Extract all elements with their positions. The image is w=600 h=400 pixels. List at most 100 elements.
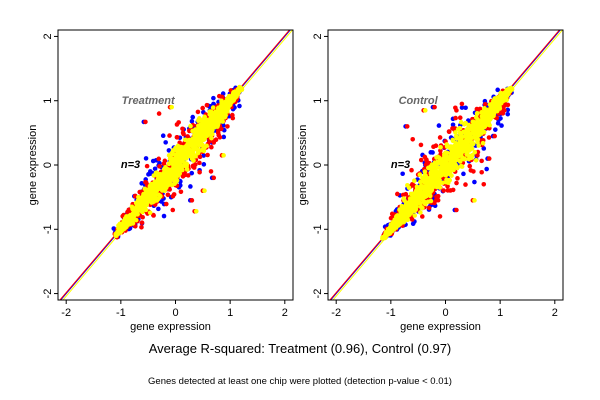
data-point	[113, 232, 119, 238]
data-point	[221, 134, 227, 140]
data-point	[479, 169, 484, 175]
x-axis-label: gene expression	[400, 321, 481, 333]
data-point	[432, 104, 437, 110]
data-point	[412, 191, 418, 197]
rsquared-caption: Average R-squared: Treatment (0.96), Con…	[148, 341, 452, 356]
data-point	[479, 158, 484, 164]
data-point	[450, 187, 456, 193]
data-point	[406, 206, 412, 212]
data-point	[121, 222, 126, 227]
data-point	[167, 133, 172, 138]
data-point	[144, 202, 150, 207]
data-point	[143, 119, 148, 125]
data-point	[165, 192, 171, 198]
data-point	[446, 129, 452, 135]
data-point	[503, 102, 508, 107]
data-point	[424, 158, 429, 164]
data-point	[441, 188, 446, 193]
data-point	[454, 108, 459, 113]
data-point	[125, 222, 130, 228]
data-point	[446, 180, 451, 186]
data-point	[474, 106, 480, 112]
data-point	[230, 112, 235, 118]
data-point	[156, 156, 162, 162]
data-point	[200, 105, 205, 111]
data-point	[180, 174, 186, 179]
data-point	[143, 180, 149, 186]
data-point	[426, 165, 431, 171]
data-point	[166, 153, 172, 158]
data-point	[457, 115, 463, 120]
data-point	[454, 207, 459, 213]
data-point	[456, 141, 461, 146]
data-point	[431, 172, 437, 178]
data-point	[216, 93, 222, 99]
data-point	[481, 146, 487, 151]
data-point	[481, 181, 487, 187]
data-point	[161, 161, 167, 167]
data-point	[397, 213, 403, 219]
data-point	[458, 148, 464, 154]
data-point	[149, 195, 155, 201]
data-point	[171, 192, 177, 197]
data-point	[194, 139, 200, 144]
data-point	[209, 135, 214, 141]
data-point	[453, 130, 458, 135]
data-point	[458, 163, 464, 169]
data-point	[152, 185, 158, 190]
data-point	[156, 111, 162, 116]
data-point	[174, 135, 180, 140]
data-point	[475, 137, 481, 142]
data-point	[429, 187, 435, 193]
data-point	[465, 141, 470, 146]
data-point	[454, 180, 459, 186]
data-point	[167, 181, 173, 187]
data-point	[149, 181, 154, 187]
data-point	[444, 150, 450, 156]
data-point	[184, 167, 190, 172]
data-point	[190, 128, 195, 134]
data-point	[450, 148, 456, 154]
data-point	[165, 167, 170, 172]
data-point	[195, 150, 201, 156]
data-point	[494, 108, 500, 114]
data-point	[436, 123, 442, 128]
y-tick-label: -1	[312, 224, 324, 234]
data-point	[150, 158, 156, 164]
data-point	[401, 196, 407, 201]
data-point	[418, 210, 423, 215]
data-point	[459, 105, 465, 110]
data-point	[208, 169, 214, 174]
data-point	[434, 194, 439, 200]
data-point	[493, 127, 498, 132]
data-point	[413, 198, 419, 204]
data-point	[418, 179, 423, 185]
data-point	[460, 155, 465, 161]
data-point	[195, 109, 201, 115]
data-point	[135, 208, 141, 214]
data-point	[225, 124, 230, 129]
data-point	[464, 145, 469, 151]
data-point	[189, 118, 195, 124]
detection-note: Genes detected at least one chip were pl…	[148, 376, 452, 387]
data-point	[437, 135, 443, 140]
data-point	[418, 157, 424, 163]
data-point	[211, 175, 217, 181]
x-tick-label: 1	[497, 307, 503, 319]
data-point	[420, 214, 425, 219]
data-point	[161, 213, 167, 219]
data-point	[387, 230, 393, 236]
data-point	[451, 163, 457, 169]
data-point	[180, 126, 185, 132]
data-point	[473, 157, 479, 163]
x-tick-label: -2	[61, 307, 71, 319]
data-point	[474, 110, 480, 116]
data-point	[209, 144, 214, 150]
data-point	[491, 113, 496, 119]
data-point	[203, 124, 209, 130]
data-point	[470, 127, 475, 132]
data-point	[455, 126, 461, 132]
data-point	[505, 111, 511, 117]
data-point	[190, 163, 196, 169]
